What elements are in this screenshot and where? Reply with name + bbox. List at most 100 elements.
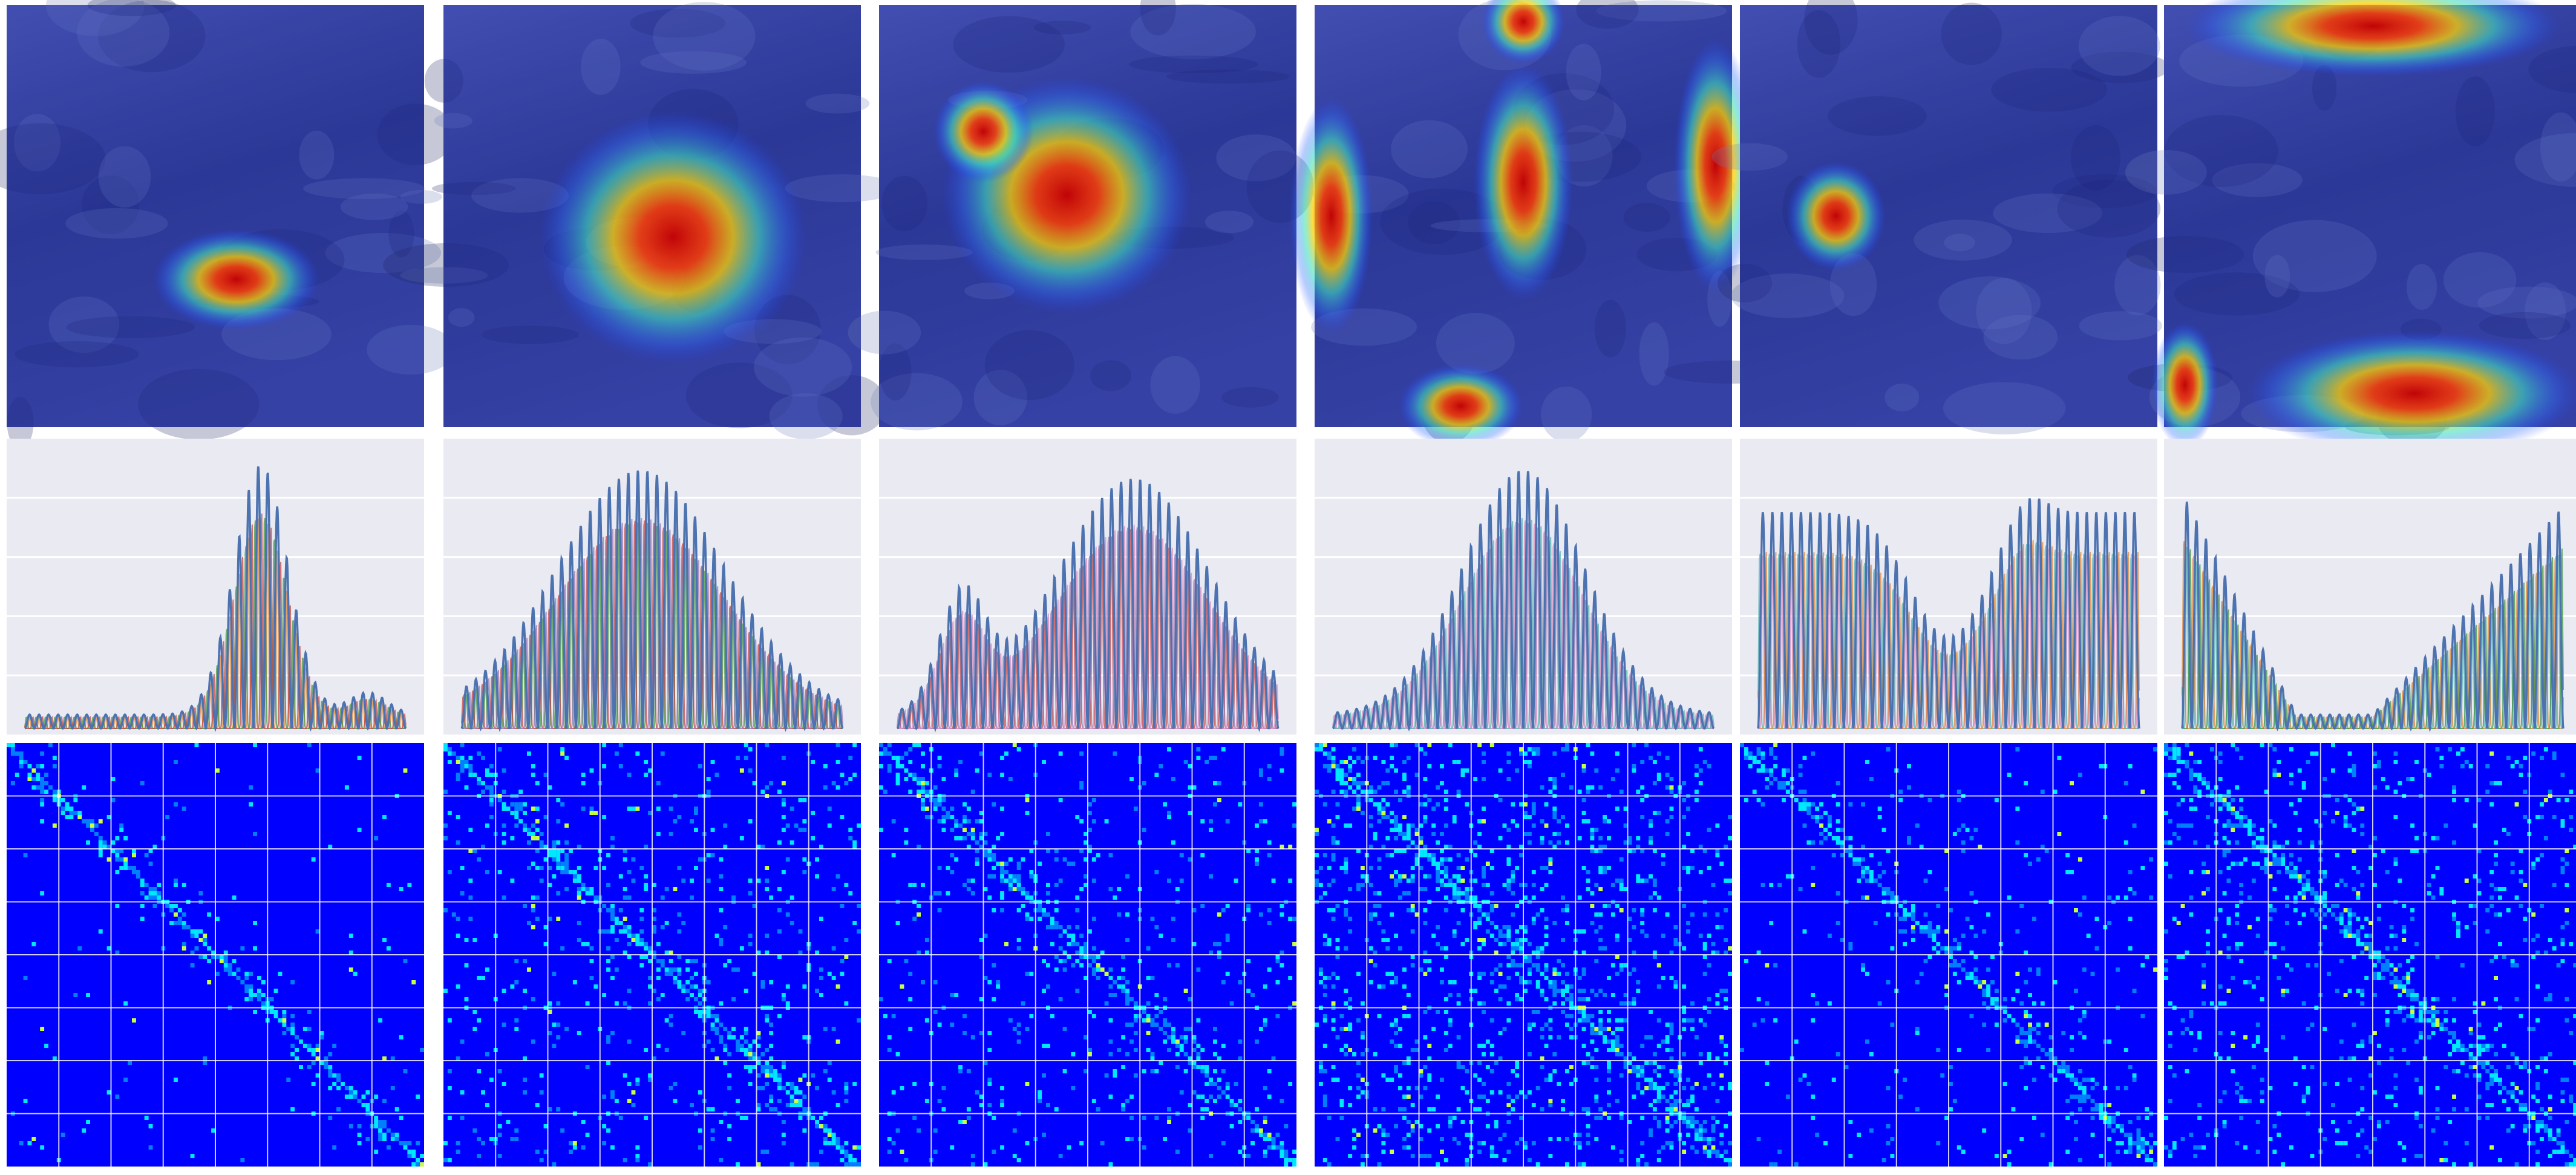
matrix-cell [2011, 1018, 2016, 1023]
matrix-cell [1331, 1078, 1336, 1082]
matrix-cell [1258, 802, 1263, 807]
matrix-cell [1652, 811, 1657, 815]
matrix-cell [736, 1044, 740, 1048]
matrix-cell [1121, 955, 1126, 959]
matrix-cell [115, 836, 120, 840]
matrix-cell [1936, 951, 1941, 955]
matrix-cell [1485, 1065, 1490, 1069]
matrix-cell [577, 887, 581, 891]
matrix-cell [1431, 807, 1436, 811]
matrix-cell [19, 756, 24, 760]
matrix-cell [1443, 997, 1448, 1001]
matrix-cell [1104, 972, 1109, 976]
matrix-cell [324, 1061, 329, 1065]
matrix-cell [1535, 747, 1540, 751]
matrix-cell [1275, 980, 1280, 984]
matrix-cell [2218, 760, 2223, 764]
matrix-cell [2260, 849, 2264, 853]
matrix-cell [1016, 908, 1021, 912]
matrix-cell [1594, 959, 1599, 963]
matrix-cell [472, 849, 477, 853]
matrix-cell [1656, 1150, 1661, 1154]
scene-texture [1216, 134, 1296, 182]
matrix-cell [1456, 1001, 1461, 1006]
matrix-cell [514, 1137, 519, 1141]
matrix-cell [1652, 883, 1657, 887]
matrix-cell [2082, 1099, 2087, 1103]
matrix-cell [1288, 1082, 1293, 1086]
matrix-cell [777, 1078, 782, 1082]
matrix-cell [106, 1090, 111, 1095]
matrix-cell [2235, 840, 2240, 845]
matrix-cell [2543, 836, 2548, 840]
matrix-cell [577, 1031, 581, 1035]
matrix-cell [1394, 790, 1398, 794]
matrix-cell [420, 1162, 424, 1167]
matrix-cell [698, 857, 702, 862]
matrix-cell [1322, 751, 1327, 756]
matrix-cell [1423, 802, 1428, 807]
matrix-cell [781, 1120, 786, 1124]
matrix-cell [789, 1103, 794, 1107]
matrix-cell [1782, 768, 1786, 773]
matrix-cell [1607, 1048, 1611, 1052]
matrix-cell [1569, 993, 1574, 997]
matrix-cell [1527, 955, 1532, 959]
matrix-cell [937, 1023, 942, 1027]
matrix-cell [1565, 1162, 1569, 1167]
matrix-cell [2452, 798, 2456, 802]
matrix-cell [1669, 785, 1674, 790]
matrix-cell [2218, 751, 2223, 756]
matrix-cell [2560, 819, 2565, 823]
matrix-cell [1527, 967, 1532, 972]
matrix-cell [904, 777, 909, 781]
matrix-cell [2231, 828, 2235, 832]
matrix-cell [690, 976, 694, 980]
matrix-cell [535, 807, 540, 811]
matrix-cell [1540, 866, 1545, 870]
matrix-cell [1594, 828, 1599, 832]
matrix-cell [887, 1150, 892, 1154]
matrix-cell [1669, 1107, 1674, 1111]
matrix-cell [904, 1158, 909, 1162]
matrix-cell [502, 802, 506, 807]
matrix-cell [1271, 1056, 1276, 1061]
matrix-cell [1331, 1018, 1336, 1023]
matrix-cell [789, 921, 794, 925]
matrix-cell [710, 1048, 715, 1052]
matrix-cell [1427, 764, 1432, 768]
matrix-cell [1724, 1124, 1728, 1128]
matrix-cell [1702, 1137, 1707, 1141]
matrix-cell [1000, 895, 1004, 900]
matrix-cell [1561, 989, 1565, 993]
matrix-cell [1489, 1018, 1494, 1023]
matrix-cell [1728, 836, 1732, 840]
matrix-cell [1715, 912, 1720, 917]
matrix-cell [1339, 773, 1344, 777]
matrix-cell [1690, 912, 1695, 917]
matrix-cell [777, 1014, 782, 1018]
matrix-cell [1569, 1001, 1574, 1006]
matrix-cell [1402, 832, 1407, 836]
matrix-cell [827, 1078, 832, 1082]
matrix-cell [1702, 972, 1707, 976]
matrix-cell [614, 917, 619, 921]
matrix-cell [115, 853, 120, 857]
matrix-cell [1581, 1107, 1586, 1111]
matrix-cell [1819, 832, 1823, 836]
matrix-cell [777, 1082, 782, 1086]
matrix-cell [1724, 951, 1728, 955]
matrix-cell [1360, 1052, 1365, 1056]
matrix-cell [1756, 1137, 1761, 1141]
matrix-cell [1610, 1145, 1615, 1150]
matrix-cell [1385, 768, 1390, 773]
matrix-cell [1927, 929, 1932, 934]
matrix-cell [983, 1162, 988, 1167]
matrix-cell [1782, 798, 1786, 802]
matrix-cell [1915, 823, 1920, 828]
matrix-cell [543, 773, 548, 777]
matrix-cell [1171, 1035, 1175, 1039]
matrix-cell [736, 1099, 740, 1103]
matrix-cell [1844, 1065, 1849, 1069]
matrix-cell [1485, 862, 1490, 866]
